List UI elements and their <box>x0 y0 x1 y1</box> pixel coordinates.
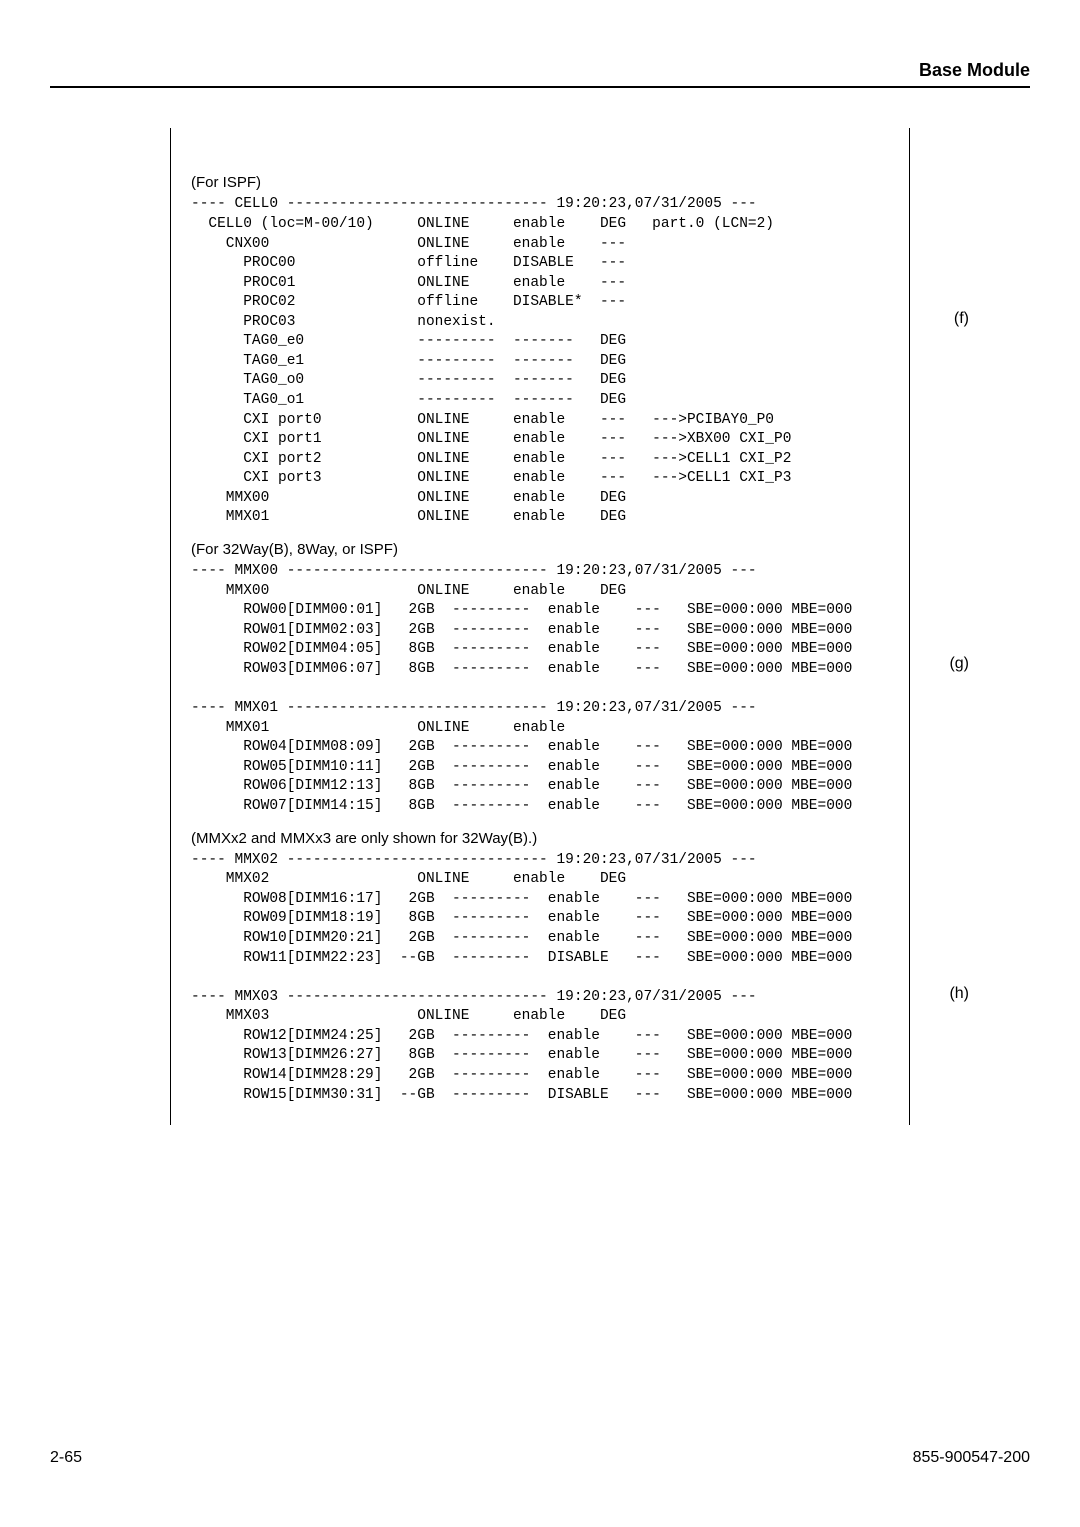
section-label-g: (g) <box>949 653 969 675</box>
section-note-h: (MMXx2 and MMXx3 are only shown for 32Wa… <box>191 829 889 849</box>
terminal-output-box: (For ISPF)---- CELL0 -------------------… <box>170 128 910 1125</box>
footer-doc-number: 855-900547-200 <box>913 1449 1030 1467</box>
page-header-title: Base Module <box>919 60 1030 80</box>
section-g-block: ---- MMX00 -----------------------------… <box>191 562 889 816</box>
section-h-block: ---- MMX02 -----------------------------… <box>191 851 889 1105</box>
header-divider <box>50 86 1030 88</box>
section-label-h: (h) <box>949 983 969 1005</box>
section-note-f: (For ISPF) <box>191 173 889 193</box>
section-note-g: (For 32Way(B), 8Way, or ISPF) <box>191 540 889 560</box>
section-label-f: (f) <box>954 308 969 330</box>
section-f-block: ---- CELL0 -----------------------------… <box>191 195 889 528</box>
page-footer: 2-65 855-900547-200 <box>0 1449 1080 1467</box>
footer-page-number: 2-65 <box>50 1449 82 1467</box>
